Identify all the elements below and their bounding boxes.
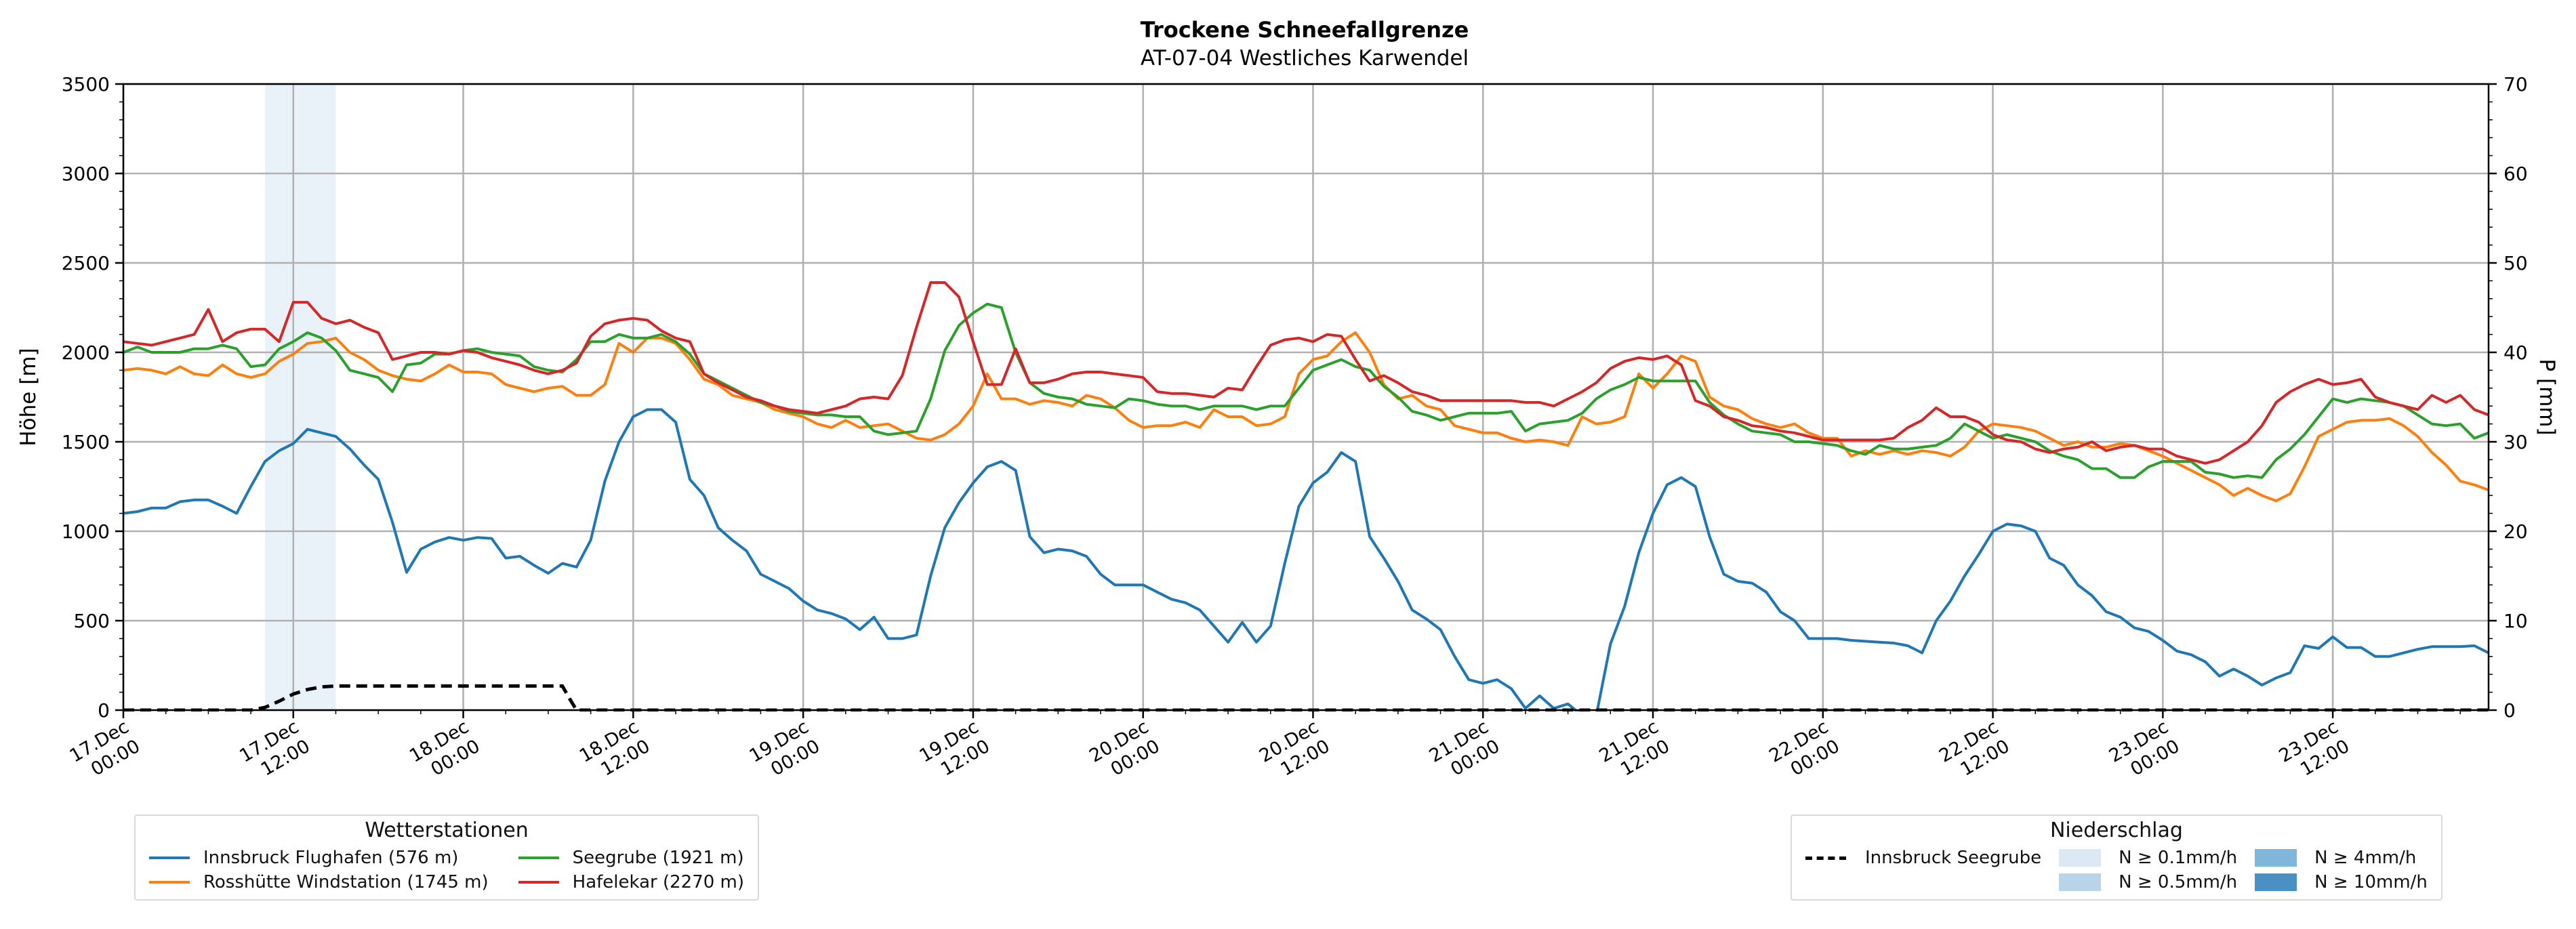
precip-legend: Niederschlag Innsbruck Seegrube N ≥ 0.1m…	[1791, 814, 2442, 901]
precip-line-legend-label: Innsbruck Seegrube	[1865, 848, 2042, 868]
y-tick-label: 2000	[62, 342, 110, 364]
y-tick-label: 3500	[62, 73, 110, 96]
y-tick-label: 3000	[62, 163, 110, 185]
y-tick-label: 0	[98, 699, 110, 722]
precip-category-1: N ≥ 4mm/h	[2255, 848, 2428, 868]
y2-tick-label: 10	[2503, 610, 2528, 632]
y2-axis-label: P [mm]	[2535, 358, 2559, 435]
precip-band-layer	[264, 84, 336, 710]
plot-frame	[122, 83, 2490, 711]
station-legend-label: Innsbruck Flughafen (576 m)	[203, 848, 459, 868]
y-tick-label: 2500	[62, 252, 110, 274]
station-legend-item: Seegrube (1921 m)	[518, 848, 744, 868]
axes-layer: 0 500 1000 1500 2000 2500 3000 3500 0 10 20 30 40 50 6…	[62, 73, 2528, 781]
y-tick-label: 500	[74, 610, 110, 632]
station-legend-label: Rosshütte Windstation (1745 m)	[203, 872, 489, 892]
precip-legend-title: Niederschlag	[2049, 819, 2183, 842]
precip-category-label-2: N ≥ 0.5mm/h	[2119, 872, 2238, 892]
y-tick-label: 1500	[62, 431, 110, 453]
station-legend-label: Hafelekar (2270 m)	[572, 872, 745, 892]
station-legend-item: Hafelekar (2270 m)	[518, 872, 744, 892]
chart-subtitle: AT-07-04 Westliches Karwendel	[1141, 46, 1469, 70]
legend-line-swatch	[149, 856, 190, 859]
precip-band	[264, 84, 336, 710]
precip-line-legend-item: Innsbruck Seegrube	[1805, 848, 2041, 868]
station-legend-item: Innsbruck Flughafen (576 m)	[149, 848, 489, 868]
y-axis-label: Höhe [m]	[16, 348, 41, 446]
series-line-3	[123, 281, 2489, 465]
legend-line-swatch	[149, 881, 190, 884]
precip-category-3: N ≥ 10mm/h	[2255, 872, 2428, 892]
precip-category-0: N ≥ 0.1mm/h	[2059, 848, 2237, 868]
precip-swatch-1	[2255, 849, 2297, 867]
precip-swatch-0	[2059, 849, 2102, 867]
precip-category-label-0: N ≥ 0.1mm/h	[2119, 848, 2238, 868]
station-legend-item: Rosshütte Windstation (1745 m)	[149, 872, 489, 892]
series-line-0	[123, 408, 2489, 711]
y2-tick-label: 30	[2503, 431, 2528, 453]
series-line-1	[123, 331, 2489, 503]
stations-legend-items: Innsbruck Flughafen (576 m) Seegrube (192…	[149, 848, 744, 892]
y2-tick-label: 0	[2503, 699, 2516, 722]
y-tick-label: 1000	[62, 520, 110, 543]
y2-tick-label: 60	[2503, 163, 2528, 185]
precip-category-2: N ≥ 0.5mm/h	[2059, 872, 2237, 892]
stations-legend-title: Wetterstationen	[365, 819, 529, 842]
precip-category-label-1: N ≥ 4mm/h	[2314, 848, 2417, 868]
y2-tick-label: 40	[2503, 342, 2528, 364]
dashed-line-swatch	[1805, 856, 1846, 860]
series-line-2	[123, 302, 2489, 479]
grid-layer	[122, 83, 2489, 711]
precip-swatch-2	[2059, 873, 2102, 891]
precip-legend-items: Innsbruck Seegrube N ≥ 0.1mm/h N ≥ 4mm/h…	[1805, 848, 2428, 892]
y2-tick-label: 20	[2503, 520, 2528, 543]
precip-category-label-3: N ≥ 10mm/h	[2314, 872, 2428, 892]
legend-line-swatch	[518, 856, 559, 859]
precip-swatch-3	[2255, 873, 2297, 891]
precip-line	[123, 684, 2489, 711]
station-legend-label: Seegrube (1921 m)	[572, 848, 744, 868]
chart-title: Trockene Schneefallgrenze	[1141, 17, 1469, 43]
legend-line-swatch	[518, 881, 559, 884]
y2-tick-label: 70	[2503, 73, 2528, 96]
stations-legend: Wetterstationen Innsbruck Flughafen (576…	[134, 814, 760, 901]
series-layer	[123, 281, 2489, 711]
y2-tick-label: 50	[2503, 252, 2528, 274]
